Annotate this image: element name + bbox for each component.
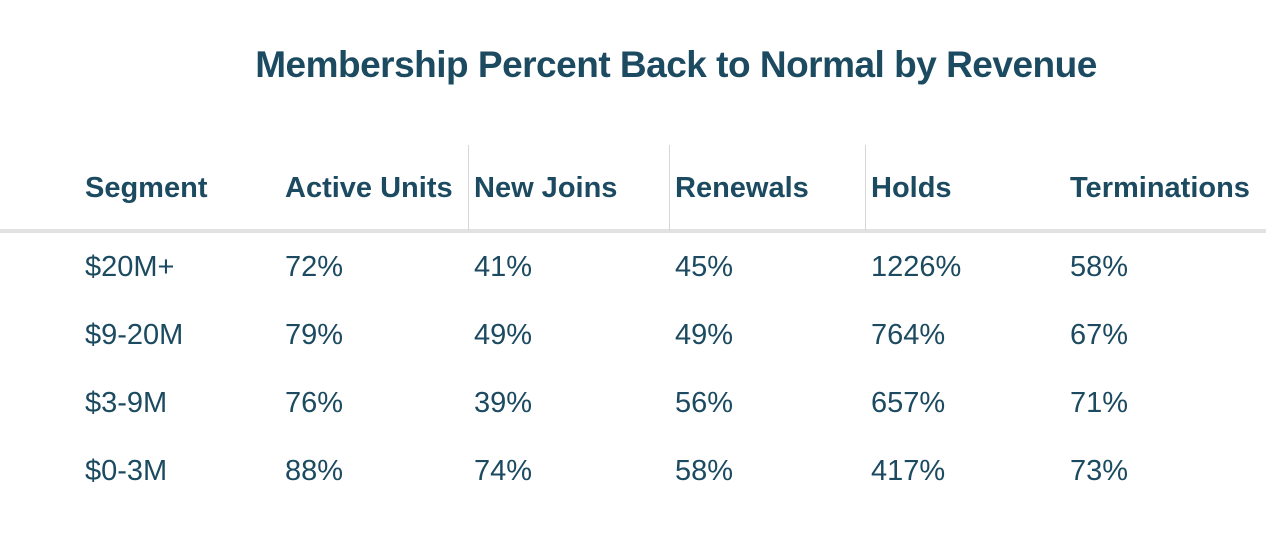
cell-renewals: 56% xyxy=(675,386,734,419)
row-label: $3-9M xyxy=(85,386,168,419)
header-row: Segment Active Units New Joins Renewals … xyxy=(85,145,1266,231)
cell-new-joins: 39% xyxy=(474,386,533,419)
column-header-new-joins: New Joins xyxy=(468,145,669,231)
cell-holds: 764% xyxy=(871,318,946,351)
table-row: $20M+ 72% 41% 45% 1226% 58% xyxy=(85,233,1266,301)
table-row: $3-9M 76% 39% 56% 657% 71% xyxy=(85,369,1266,437)
cell-holds: 1226% xyxy=(871,250,962,283)
table-body: $20M+ 72% 41% 45% 1226% 58% $9-20M 79% 4… xyxy=(85,233,1266,505)
cell-active-units: 88% xyxy=(285,454,344,487)
table-row: $9-20M 79% 49% 49% 764% 67% xyxy=(85,301,1266,369)
cell-terminations: 58% xyxy=(1070,250,1129,283)
column-header-active-units: Active Units xyxy=(285,171,453,204)
cell-holds: 657% xyxy=(871,386,946,419)
table-row: $0-3M 88% 74% 58% 417% 73% xyxy=(85,437,1266,505)
column-header-segment: Segment xyxy=(85,171,208,204)
membership-table: Segment Active Units New Joins Renewals … xyxy=(85,145,1266,505)
cell-terminations: 73% xyxy=(1070,454,1129,487)
row-label: $20M+ xyxy=(85,250,175,283)
column-header-holds: Holds xyxy=(865,145,1070,231)
column-header-terminations: Terminations xyxy=(1070,171,1250,204)
header-rule xyxy=(0,229,1266,233)
cell-renewals: 58% xyxy=(675,454,734,487)
cell-renewals: 45% xyxy=(675,250,734,283)
cell-active-units: 76% xyxy=(285,386,344,419)
cell-terminations: 67% xyxy=(1070,318,1129,351)
column-header-renewals: Renewals xyxy=(669,145,865,231)
cell-active-units: 72% xyxy=(285,250,344,283)
cell-renewals: 49% xyxy=(675,318,734,351)
cell-terminations: 71% xyxy=(1070,386,1129,419)
cell-holds: 417% xyxy=(871,454,946,487)
cell-new-joins: 74% xyxy=(474,454,533,487)
cell-new-joins: 41% xyxy=(474,250,533,283)
cell-new-joins: 49% xyxy=(474,318,533,351)
row-label: $9-20M xyxy=(85,318,184,351)
cell-active-units: 79% xyxy=(285,318,344,351)
page-title: Membership Percent Back to Normal by Rev… xyxy=(255,44,1097,85)
row-label: $0-3M xyxy=(85,454,168,487)
